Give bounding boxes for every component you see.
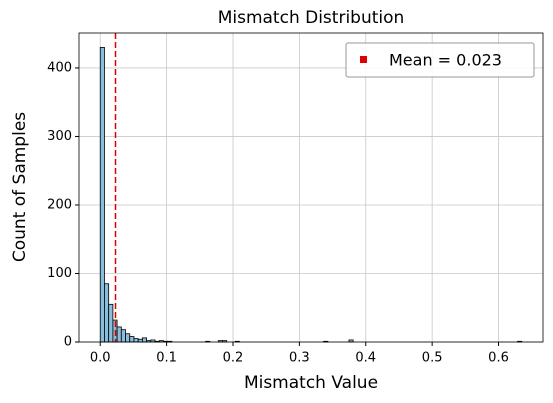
y-tick-label: 300	[47, 129, 72, 144]
x-tick-label: 0.2	[223, 351, 244, 366]
bar	[104, 283, 110, 343]
y-tick-label: 200	[47, 197, 72, 212]
x-tick-label: 0.1	[156, 351, 177, 366]
y-axis-label: Count of Samples	[10, 112, 30, 262]
bar	[141, 337, 148, 343]
bar	[129, 336, 135, 343]
legend-label: Mean = 0.023	[389, 51, 502, 70]
bar	[99, 46, 105, 343]
x-tick-label: 0.3	[289, 351, 310, 366]
legend-box	[345, 42, 535, 78]
y-tick-label: 100	[47, 266, 72, 281]
bar	[108, 303, 114, 343]
bar	[125, 333, 131, 343]
legend-marker	[360, 56, 367, 63]
y-tick-label: 0	[64, 335, 72, 350]
chart-title: Mismatch Distribution	[218, 8, 405, 28]
bar	[120, 329, 126, 343]
bar	[137, 338, 143, 343]
y-tick-label: 400	[47, 60, 72, 75]
plot-frame	[78, 32, 544, 343]
bar	[133, 338, 139, 343]
x-axis-label: Mismatch Value	[244, 373, 378, 393]
x-tick-label: 0.5	[422, 351, 443, 366]
x-tick-label: 0.0	[90, 351, 111, 366]
bar	[116, 326, 122, 343]
x-tick-label: 0.6	[488, 351, 509, 366]
x-tick-label: 0.4	[355, 351, 376, 366]
